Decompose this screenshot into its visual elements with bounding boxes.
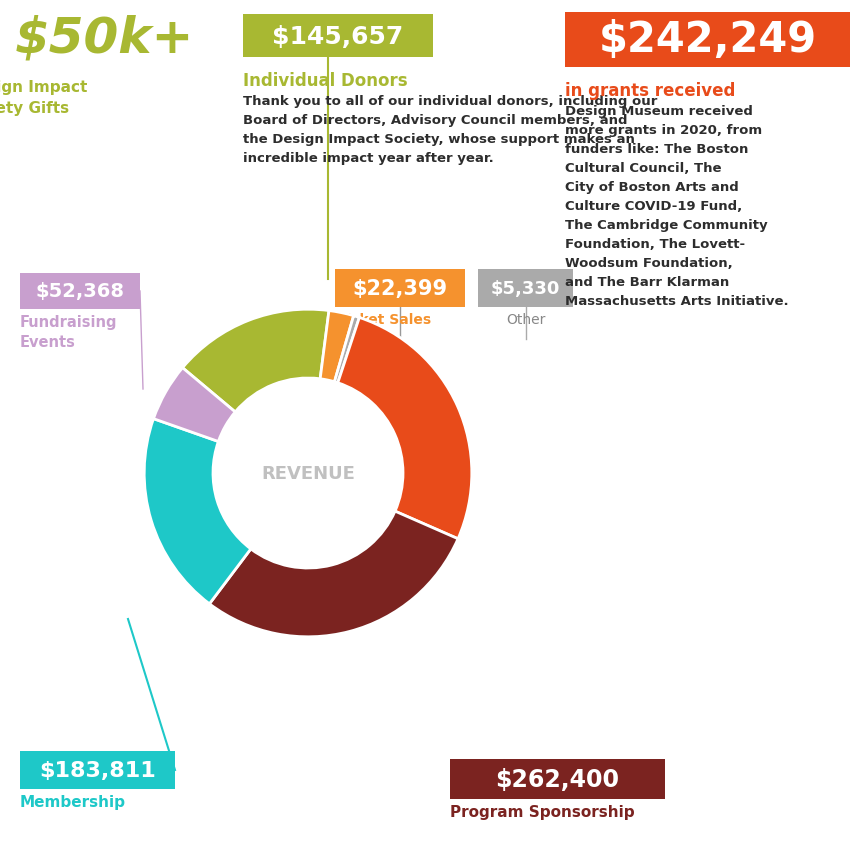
- Text: $145,657: $145,657: [273, 25, 404, 49]
- Text: Design Museum received
more grants in 2020, from
funders like: The Boston
Cultur: Design Museum received more grants in 20…: [565, 105, 789, 308]
- Text: REVENUE: REVENUE: [261, 464, 355, 483]
- Text: in grants received: in grants received: [565, 82, 735, 100]
- Bar: [565, 13, 850, 68]
- Wedge shape: [182, 310, 329, 413]
- Wedge shape: [338, 318, 472, 539]
- Text: $5,330: $5,330: [490, 280, 560, 298]
- Text: Membership: Membership: [20, 794, 126, 809]
- Text: Thank you to all of our individual donors, including our
Board of Directors, Adv: Thank you to all of our individual donor…: [243, 95, 657, 165]
- Text: Fundraising
Events: Fundraising Events: [20, 315, 117, 350]
- Text: in Design Impact
Society Gifts: in Design Impact Society Gifts: [0, 80, 87, 116]
- Bar: [243, 15, 433, 58]
- Text: Individual Donors: Individual Donors: [243, 72, 408, 90]
- Text: $183,811: $183,811: [39, 760, 156, 780]
- Text: $22,399: $22,399: [352, 279, 448, 299]
- Wedge shape: [209, 512, 458, 637]
- Bar: [335, 270, 465, 308]
- Text: Ticket Sales: Ticket Sales: [337, 313, 431, 327]
- Wedge shape: [334, 316, 359, 383]
- Bar: [20, 751, 175, 789]
- Text: $50k+: $50k+: [15, 15, 194, 63]
- Text: $52,368: $52,368: [36, 282, 124, 301]
- Text: $262,400: $262,400: [496, 767, 620, 791]
- Wedge shape: [154, 368, 235, 442]
- Bar: [20, 274, 140, 310]
- Bar: [450, 759, 665, 799]
- Text: $242,249: $242,249: [598, 20, 817, 61]
- Text: Other: Other: [506, 313, 545, 327]
- Text: Program Sponsorship: Program Sponsorship: [450, 804, 635, 819]
- Wedge shape: [144, 419, 251, 604]
- Bar: [478, 270, 573, 308]
- Wedge shape: [320, 311, 353, 382]
